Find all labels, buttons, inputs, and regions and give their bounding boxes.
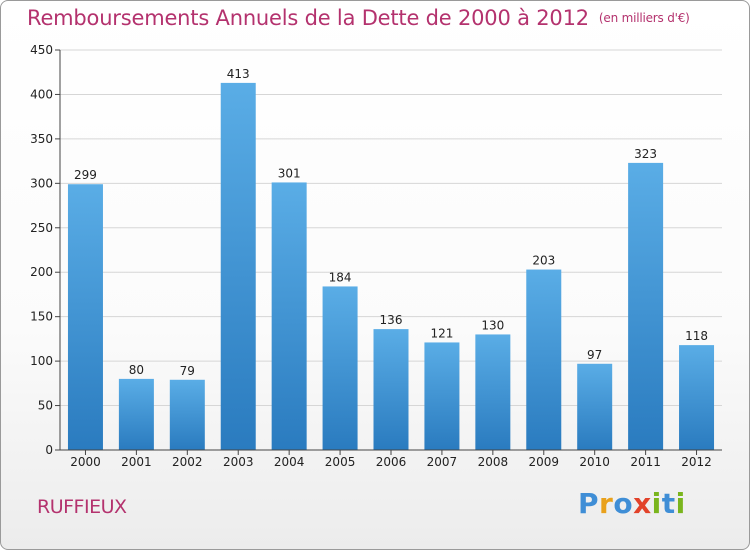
bar xyxy=(628,162,664,450)
axes: 0 50 100 150 200 250 300 350 400 450 2000 2001 2002 2… xyxy=(30,43,722,469)
bar-value-label: 118 xyxy=(685,329,708,343)
bar xyxy=(526,269,562,450)
x-tick-label: 2006 xyxy=(376,455,407,469)
x-tick-label: 2008 xyxy=(478,455,509,469)
x-tick-label: 2004 xyxy=(274,455,305,469)
x-tick-label: 2009 xyxy=(528,455,559,469)
y-tick-label: 400 xyxy=(30,87,53,101)
x-tick-label: 2000 xyxy=(70,455,101,469)
bar xyxy=(220,82,256,450)
logo-letter: P xyxy=(578,487,600,520)
x-tick-label: 2007 xyxy=(427,455,458,469)
bar xyxy=(271,182,307,450)
bar xyxy=(373,329,409,450)
bar-value-label: 79 xyxy=(180,364,195,378)
y-tick-label: 50 xyxy=(38,399,53,413)
logo-letter: i xyxy=(651,487,662,520)
bar-value-label: 184 xyxy=(329,270,352,284)
y-tick-label: 150 xyxy=(30,310,53,324)
bar-value-label: 413 xyxy=(227,67,250,81)
proxiti-logo[interactable]: Proxiti xyxy=(578,487,686,520)
logo-letter: x xyxy=(633,487,652,520)
bars: 299 80 79 413 301 184 136 121 130 203 97 323 118 xyxy=(67,67,715,450)
x-tick-label: 2001 xyxy=(121,455,152,469)
bar-value-label: 80 xyxy=(129,363,144,377)
chart-title: Remboursements Annuels de la Dette de 20… xyxy=(27,6,690,30)
x-tick-label: 2011 xyxy=(630,455,661,469)
y-tick-label: 350 xyxy=(30,132,53,146)
bar xyxy=(577,363,613,450)
y-tick-label: 450 xyxy=(30,43,53,57)
logo-letter: r xyxy=(599,487,614,520)
bar xyxy=(475,334,511,450)
bar-value-label: 203 xyxy=(532,254,555,268)
bar xyxy=(67,184,103,450)
bar-value-label: 121 xyxy=(430,326,453,340)
bar-value-label: 130 xyxy=(481,318,504,332)
bar xyxy=(322,286,358,450)
logo-letter: i xyxy=(675,487,686,520)
bar xyxy=(424,342,460,450)
chart-title-text: Remboursements Annuels de la Dette de 20… xyxy=(27,6,589,30)
logo-letter: t xyxy=(661,487,676,520)
x-tick-label: 2003 xyxy=(223,455,254,469)
bar-value-label: 299 xyxy=(74,168,97,182)
x-tick-label: 2002 xyxy=(172,455,203,469)
x-tick-label: 2010 xyxy=(579,455,610,469)
bar xyxy=(118,378,154,450)
bar xyxy=(169,379,205,450)
logo-letter: o xyxy=(613,487,634,520)
y-tick-label: 100 xyxy=(30,354,53,368)
y-tick-label: 300 xyxy=(30,176,53,190)
bar-value-label: 323 xyxy=(634,147,657,161)
chart-title-unit: (en milliers d'€) xyxy=(598,11,690,25)
x-tick-label: 2005 xyxy=(325,455,356,469)
x-tick-label: 2012 xyxy=(681,455,712,469)
bar-value-label: 136 xyxy=(380,313,403,327)
bar xyxy=(679,345,715,450)
town-name: RUFFIEUX xyxy=(37,496,127,518)
bar-value-label: 97 xyxy=(587,348,602,362)
y-tick-label: 250 xyxy=(30,221,53,235)
y-tick-label: 0 xyxy=(45,443,53,457)
bar-value-label: 301 xyxy=(278,166,301,180)
y-tick-label: 200 xyxy=(30,265,53,279)
